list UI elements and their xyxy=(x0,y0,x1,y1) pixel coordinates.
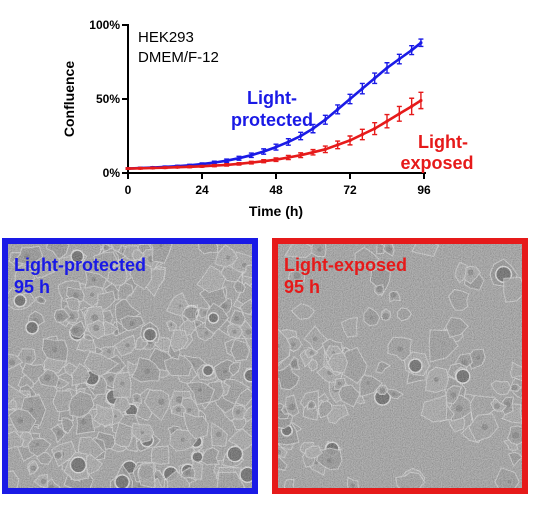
light-protected-point-24 xyxy=(419,41,423,45)
annotation-light-exposed: Light-exposed xyxy=(400,132,473,173)
light-exposed-point-17 xyxy=(336,143,340,147)
panel-label-light-protected: Light-protected 95 h xyxy=(14,255,146,297)
series-light-exposed xyxy=(125,91,424,171)
y-tick-label-50: 50% xyxy=(96,92,120,106)
panel-light-protected: Light-protected 95 h xyxy=(2,238,258,494)
light-protected-point-7 xyxy=(212,161,216,165)
light-protected-point-12 xyxy=(274,145,278,149)
light-exposed-point-16 xyxy=(323,147,327,151)
x-tick-label-0: 0 xyxy=(125,183,132,197)
light-exposed-point-13 xyxy=(286,155,290,160)
panel-light-exposed: Light-exposed 95 h xyxy=(272,238,528,494)
medium-label: DMEM/F-12 xyxy=(138,49,219,66)
light-exposed-point-14 xyxy=(299,153,303,157)
growth-chart: 0% 50% 100% 0 24 48 72 96 Time (h) Confl… xyxy=(61,18,474,219)
light-exposed-point-1 xyxy=(138,166,142,170)
light-protected-point-8 xyxy=(225,159,229,163)
light-exposed-point-11 xyxy=(262,159,266,163)
light-exposed-point-12 xyxy=(274,158,278,162)
micrograph-light-protected xyxy=(8,244,252,488)
light-protected-point-14 xyxy=(299,134,303,138)
light-protected-point-11 xyxy=(262,149,266,154)
light-exposed-point-23 xyxy=(410,104,414,108)
light-protected-point-21 xyxy=(385,66,389,70)
micrograph-light-exposed xyxy=(278,244,522,488)
light-exposed-point-18 xyxy=(348,138,352,143)
light-exposed-point-6 xyxy=(200,164,204,168)
y-tick-label-100: 100% xyxy=(89,18,120,32)
x-tick-label-48: 48 xyxy=(269,183,283,197)
light-exposed-point-19 xyxy=(360,132,364,137)
light-protected-point-19 xyxy=(360,87,364,91)
y-tick-label-0: 0% xyxy=(103,166,121,180)
light-exposed-point-22 xyxy=(397,112,401,116)
x-ticks: 0 24 48 72 96 xyxy=(125,173,431,197)
light-protected-point-17 xyxy=(336,107,340,111)
light-exposed-point-4 xyxy=(175,165,179,169)
light-protected-point-13 xyxy=(286,140,290,144)
x-tick-label-24: 24 xyxy=(195,183,209,197)
light-exposed-point-20 xyxy=(373,127,377,131)
light-protected-point-18 xyxy=(348,97,352,101)
x-tick-label-96: 96 xyxy=(417,183,431,197)
light-protected-point-15 xyxy=(311,127,315,131)
light-protected-point-22 xyxy=(397,57,401,61)
light-exposed-point-5 xyxy=(188,165,192,169)
panel-label-light-exposed: Light-exposed 95 h xyxy=(284,255,408,297)
light-exposed-point-15 xyxy=(311,150,315,154)
y-ticks: 0% 50% 100% xyxy=(89,18,128,180)
light-exposed-point-0 xyxy=(126,166,130,171)
x-tick-label-72: 72 xyxy=(343,183,357,197)
light-exposed-point-24 xyxy=(419,98,423,103)
light-exposed-point-7 xyxy=(212,164,216,168)
light-protected-point-20 xyxy=(373,76,377,80)
light-exposed-point-21 xyxy=(385,119,389,123)
light-exposed-point-2 xyxy=(151,166,155,170)
y-axis-title: Confluence xyxy=(61,61,77,137)
cell-line-label: HEK293 xyxy=(138,29,194,46)
light-exposed-point-10 xyxy=(249,161,253,165)
light-protected-point-10 xyxy=(249,153,253,157)
x-axis-title: Time (h) xyxy=(249,203,303,219)
light-exposed-point-3 xyxy=(163,166,167,170)
light-protected-point-23 xyxy=(410,48,414,52)
light-protected-point-16 xyxy=(323,118,327,122)
light-protected-point-9 xyxy=(237,156,241,160)
light-exposed-point-9 xyxy=(237,162,241,166)
light-exposed-point-8 xyxy=(225,163,229,167)
annotation-light-protected: Light-protected xyxy=(231,88,313,130)
